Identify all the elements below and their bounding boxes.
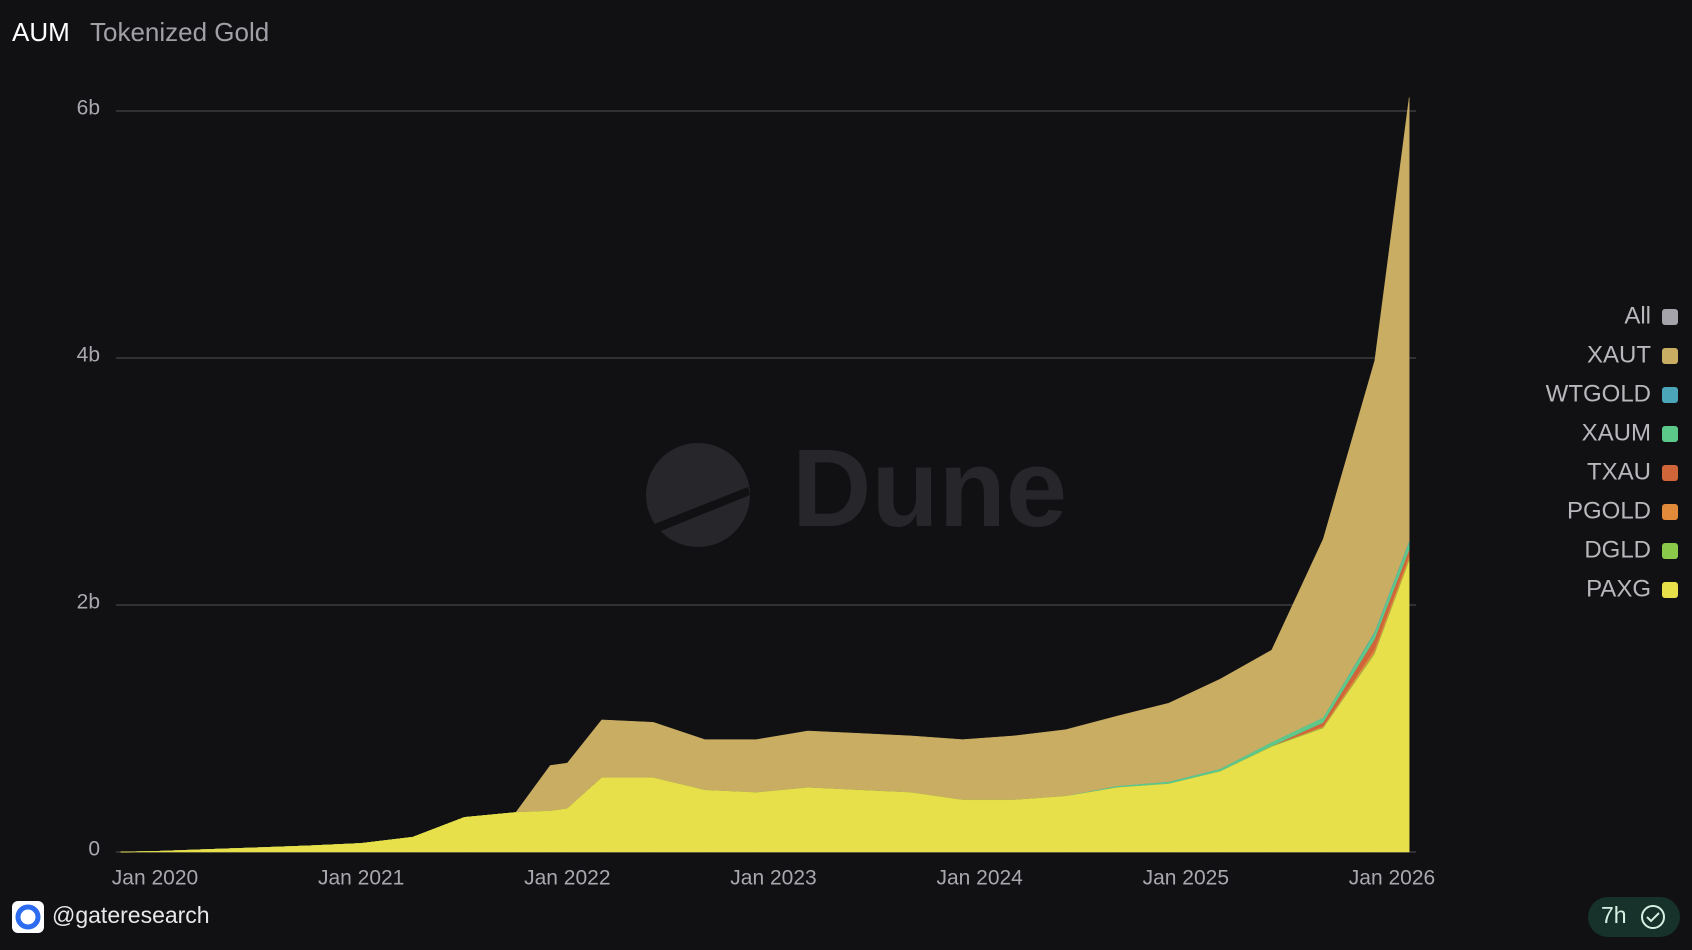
x-tick-label: Jan 2023 bbox=[730, 867, 816, 890]
x-tick-label: Jan 2025 bbox=[1143, 867, 1229, 890]
legend-swatch bbox=[1662, 504, 1678, 520]
watermark: Dune bbox=[646, 427, 1067, 550]
legend-swatch bbox=[1662, 309, 1678, 325]
y-tick-label: 2b bbox=[77, 591, 100, 614]
legend-label: TXAU bbox=[1587, 458, 1651, 485]
legend-swatch bbox=[1662, 426, 1678, 442]
author-badge: @gateresearch bbox=[12, 901, 210, 933]
area bbox=[120, 561, 1410, 853]
author: @gateresearch bbox=[52, 902, 210, 928]
legend-label: DGLD bbox=[1584, 536, 1651, 563]
x-tick-label: Jan 2022 bbox=[524, 867, 610, 890]
legend-swatch bbox=[1662, 465, 1678, 481]
y-tick-label: 0 bbox=[88, 838, 100, 861]
y-tick-label: 4b bbox=[77, 344, 100, 367]
legend-label: PGOLD bbox=[1567, 497, 1651, 524]
chart-title: AUM bbox=[12, 17, 70, 47]
x-tick-label: Jan 2026 bbox=[1349, 867, 1435, 890]
x-tick-label: Jan 2020 bbox=[112, 867, 198, 890]
x-tick-label: Jan 2021 bbox=[318, 867, 404, 890]
legend-swatch bbox=[1662, 582, 1678, 598]
chart-subtitle: Tokenized Gold bbox=[90, 17, 269, 47]
legend-swatch bbox=[1662, 348, 1678, 364]
y-tick-label: 6b bbox=[77, 97, 100, 120]
age-badge: 7h bbox=[1588, 897, 1680, 937]
age: 7h bbox=[1601, 902, 1627, 928]
x-tick-label: Jan 2024 bbox=[936, 867, 1023, 890]
legend-label: WTGOLD bbox=[1546, 380, 1651, 407]
watermark-text: Dune bbox=[792, 427, 1067, 550]
legend-label: XAUT bbox=[1587, 341, 1651, 368]
legend-label: XAUM bbox=[1582, 419, 1651, 446]
legend-swatch bbox=[1662, 543, 1678, 559]
legend-swatch bbox=[1662, 387, 1678, 403]
legend-label: PAXG bbox=[1586, 575, 1651, 602]
plot: 0 2b 4b 6b Jan 2020 Jan 2021 Jan 2022 Jan 2023 J… bbox=[77, 97, 1678, 890]
legend-label: All bbox=[1624, 302, 1651, 329]
